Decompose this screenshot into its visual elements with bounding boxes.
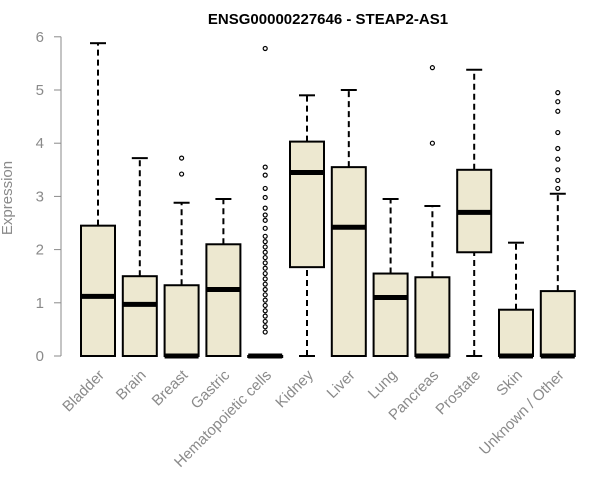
outlier-point bbox=[179, 155, 185, 161]
outlier-point bbox=[262, 302, 268, 309]
box-brain bbox=[121, 157, 158, 358]
y-axis-title: Expression bbox=[0, 161, 16, 235]
x-tick-label: Lung bbox=[365, 367, 401, 403]
outlier-point bbox=[555, 99, 561, 105]
outlier-point bbox=[555, 177, 561, 184]
box-body bbox=[330, 166, 367, 357]
outlier-point bbox=[262, 270, 268, 277]
x-tick-label: Kidney bbox=[272, 366, 317, 411]
outlier-point bbox=[429, 65, 435, 71]
x-tick-label: Skin bbox=[493, 367, 526, 400]
outlier-point bbox=[262, 249, 268, 255]
box-hematopoietic-cells bbox=[247, 45, 284, 359]
y-tick-label: 2 bbox=[36, 242, 44, 259]
box-body bbox=[539, 290, 576, 358]
outlier-point bbox=[555, 108, 561, 114]
box-body bbox=[289, 140, 325, 269]
outlier-point bbox=[555, 145, 561, 152]
outlier-point bbox=[262, 239, 268, 245]
outlier-point bbox=[262, 313, 268, 319]
box-body bbox=[498, 308, 534, 358]
outlier-point bbox=[555, 90, 561, 96]
box-unknown-other bbox=[539, 90, 576, 359]
outlier-point bbox=[262, 324, 268, 330]
outlier-point bbox=[262, 233, 268, 239]
y-tick-label: 5 bbox=[36, 82, 44, 99]
outlier-point bbox=[262, 205, 268, 211]
outlier-point bbox=[262, 244, 268, 250]
outlier-point bbox=[262, 308, 268, 314]
outlier-point bbox=[262, 281, 268, 287]
outlier-point bbox=[262, 265, 268, 271]
box-gastric bbox=[205, 198, 242, 357]
outlier-point bbox=[555, 156, 561, 162]
x-tick-label: Breast bbox=[149, 366, 192, 409]
y-tick-label: 3 bbox=[36, 188, 44, 205]
box-body bbox=[121, 275, 158, 358]
y-tick-label: 1 bbox=[36, 295, 44, 312]
x-tick-label: Prostate bbox=[432, 367, 484, 419]
x-tick-label: Bladder bbox=[59, 367, 108, 416]
box-breast bbox=[163, 155, 200, 359]
outlier-point bbox=[179, 171, 185, 177]
box-body bbox=[80, 224, 116, 357]
outlier-point bbox=[555, 129, 561, 136]
box-bladder bbox=[80, 42, 116, 357]
outlier-point bbox=[262, 297, 268, 303]
outlier-point bbox=[262, 329, 268, 335]
outlier-point bbox=[262, 45, 268, 52]
outlier-point bbox=[262, 185, 268, 192]
outlier-point bbox=[262, 164, 268, 170]
box-liver bbox=[330, 89, 367, 357]
outlier-point bbox=[555, 185, 561, 192]
box-body bbox=[205, 243, 242, 357]
boxes-group bbox=[80, 42, 576, 359]
outlier-point bbox=[262, 212, 268, 218]
x-tick-label: Brain bbox=[113, 367, 150, 404]
outlier-point bbox=[429, 140, 435, 146]
outlier-point bbox=[262, 172, 268, 178]
outlier-point bbox=[262, 225, 268, 231]
box-body bbox=[372, 272, 409, 358]
outlier-point bbox=[262, 217, 268, 223]
chart-title: ENSG00000227646 - STEAP2-AS1 bbox=[208, 11, 448, 28]
outlier-point bbox=[262, 286, 268, 293]
box-lung bbox=[372, 198, 409, 358]
outlier-point bbox=[262, 260, 268, 266]
outlier-point bbox=[555, 167, 561, 173]
outlier-point bbox=[262, 254, 268, 261]
box-body bbox=[414, 276, 451, 358]
box-kidney bbox=[289, 94, 325, 357]
box-prostate bbox=[456, 68, 493, 357]
box-body bbox=[163, 284, 200, 357]
outlier-point bbox=[262, 276, 268, 282]
y-tick-label: 6 bbox=[36, 29, 44, 46]
x-tick-label: Liver bbox=[324, 367, 359, 402]
y-axis: 0 1 2 3 4 5 6 bbox=[36, 29, 62, 365]
outlier-point bbox=[262, 194, 268, 201]
outlier-point bbox=[262, 292, 268, 298]
y-tick-label: 0 bbox=[36, 348, 44, 365]
box-skin bbox=[498, 241, 534, 359]
y-tick-label: 4 bbox=[36, 135, 44, 152]
box-pancreas bbox=[414, 65, 451, 359]
outlier-point bbox=[262, 318, 268, 325]
